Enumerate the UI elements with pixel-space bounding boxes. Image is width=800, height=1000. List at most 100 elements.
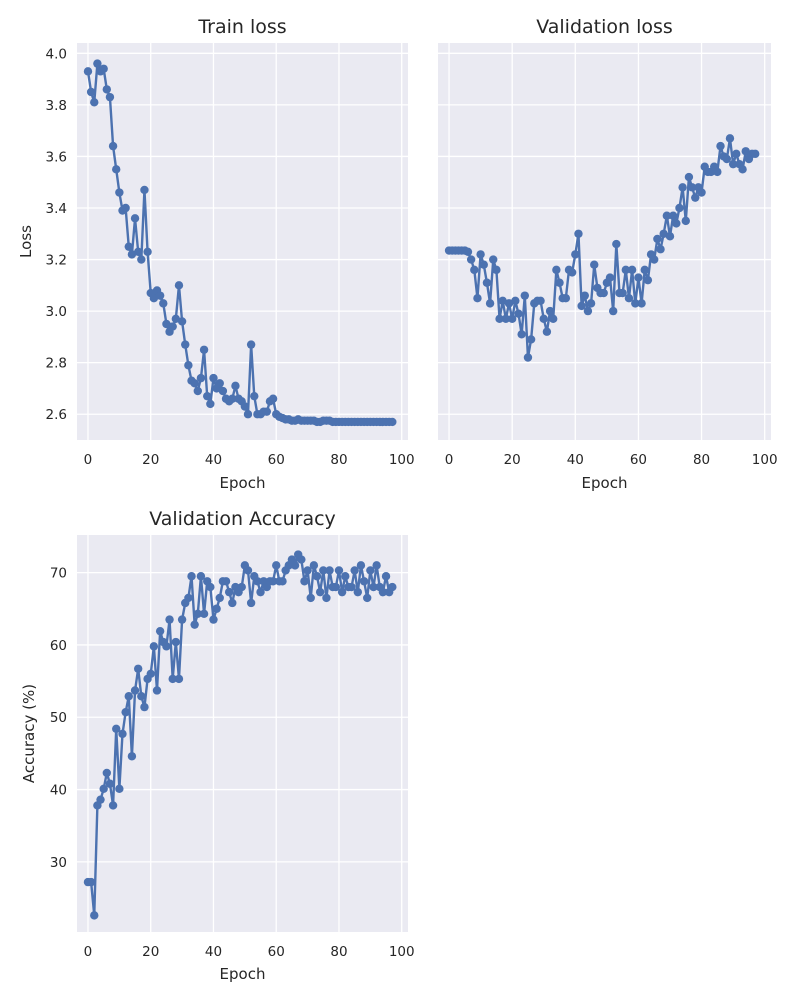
data-point — [300, 577, 309, 586]
validation-loss-panel: Validation loss Epoch 0 20 40 60 80 100 — [438, 16, 778, 492]
x-tick-label: 60 — [268, 452, 285, 468]
data-point — [501, 314, 511, 324]
data-point — [90, 98, 99, 107]
data-point — [159, 299, 168, 308]
data-point — [130, 214, 140, 223]
data-point — [140, 702, 149, 712]
data-point — [381, 572, 391, 581]
data-point — [306, 593, 315, 603]
data-point — [341, 572, 350, 581]
data-point — [206, 399, 215, 409]
data-point — [561, 294, 571, 303]
train-loss-title: Train loss — [197, 16, 286, 38]
y-tick-label: 2.6 — [46, 407, 67, 423]
data-point — [353, 587, 362, 597]
data-point — [268, 394, 278, 403]
data-point — [102, 768, 112, 778]
validation-loss-title: Validation loss — [536, 16, 673, 38]
data-point — [105, 92, 115, 102]
x-tick-label: 60 — [630, 452, 647, 468]
data-point — [577, 301, 586, 311]
data-point — [215, 379, 224, 388]
data-point — [165, 615, 174, 624]
data-point — [209, 615, 218, 624]
data-point — [470, 265, 479, 275]
x-tick-label: 40 — [567, 452, 584, 468]
y-tick-label: 3.4 — [46, 201, 67, 217]
data-point — [476, 250, 485, 259]
data-point — [196, 572, 206, 581]
data-point — [193, 386, 202, 396]
data-point — [90, 911, 99, 920]
y-tick-label: 40 — [50, 783, 67, 799]
data-point — [177, 317, 187, 326]
data-point — [253, 577, 262, 586]
data-point — [369, 582, 378, 592]
data-point — [181, 340, 190, 349]
data-point — [388, 582, 397, 592]
data-point — [466, 255, 476, 264]
data-point — [482, 278, 492, 287]
data-point — [105, 779, 115, 788]
data-point — [545, 306, 555, 316]
data-point — [218, 386, 228, 396]
data-point — [675, 203, 684, 213]
x-tick-label: 40 — [205, 944, 222, 960]
data-point — [187, 572, 196, 581]
data-point — [624, 294, 634, 303]
data-point — [713, 167, 722, 177]
data-point — [504, 299, 514, 308]
data-point — [650, 255, 659, 264]
data-point — [168, 322, 177, 331]
y-tick-label: 60 — [50, 638, 67, 654]
data-point — [303, 566, 312, 575]
data-point — [174, 281, 184, 290]
data-point — [221, 577, 231, 586]
data-point — [215, 593, 224, 603]
data-point — [99, 64, 108, 73]
data-point — [659, 229, 668, 238]
y-tick-label: 3.6 — [46, 149, 67, 165]
data-point — [571, 250, 580, 259]
data-point — [716, 141, 725, 151]
x-tick-label: 20 — [142, 944, 159, 960]
data-point — [206, 582, 215, 592]
data-point — [473, 294, 482, 303]
x-tick-label: 80 — [693, 452, 710, 468]
data-point — [83, 67, 93, 76]
data-point — [732, 149, 741, 159]
data-point — [99, 784, 108, 794]
data-point — [137, 692, 146, 701]
train-loss-panel: Train loss Epoch Loss 0 20 40 60 80 100 2.6 2.… — [17, 16, 415, 492]
data-point — [124, 692, 133, 701]
data-point — [751, 149, 760, 159]
data-point — [133, 664, 143, 673]
data-point — [124, 242, 133, 251]
data-point — [492, 265, 501, 275]
data-point — [319, 566, 328, 575]
data-point — [378, 587, 388, 597]
data-point — [507, 314, 517, 324]
data-point — [536, 296, 545, 305]
data-point — [517, 330, 526, 339]
data-point — [684, 172, 694, 182]
data-point — [637, 299, 646, 308]
data-point — [149, 642, 159, 651]
y-tick-label: 70 — [50, 566, 67, 582]
data-point — [347, 582, 356, 592]
data-point — [322, 593, 331, 603]
data-point — [152, 686, 162, 695]
data-point — [687, 183, 697, 192]
data-point — [102, 85, 112, 94]
data-point — [608, 306, 618, 316]
data-point — [363, 593, 372, 603]
data-point — [697, 188, 706, 197]
data-point — [722, 154, 732, 164]
train-loss-x-axis-label: Epoch — [220, 474, 266, 492]
data-point — [290, 561, 300, 570]
data-point — [552, 265, 561, 275]
data-point — [140, 185, 149, 195]
y-tick-label: 4.0 — [46, 46, 67, 62]
data-point — [728, 159, 738, 169]
data-point — [246, 340, 256, 349]
